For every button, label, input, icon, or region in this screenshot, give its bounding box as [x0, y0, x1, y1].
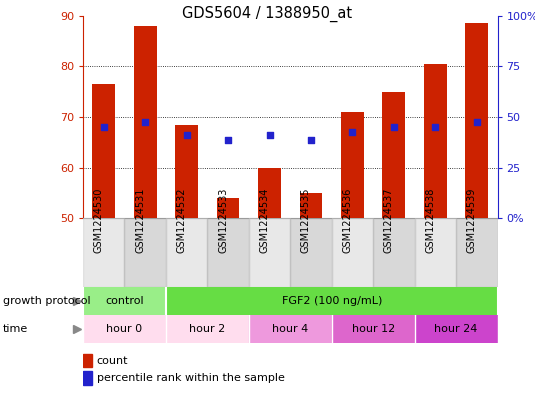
Point [307, 136, 315, 143]
Bar [341, 112, 364, 218]
Point [182, 132, 191, 138]
Text: GSM1224530: GSM1224530 [94, 187, 104, 253]
Text: percentile rank within the sample: percentile rank within the sample [97, 373, 285, 383]
Bar [291, 218, 332, 287]
Bar [300, 193, 323, 218]
Text: hour 24: hour 24 [434, 324, 478, 334]
Text: GSM1224538: GSM1224538 [425, 187, 435, 253]
Bar [83, 315, 166, 343]
Text: FGF2 (100 ng/mL): FGF2 (100 ng/mL) [281, 296, 382, 306]
Text: GSM1224537: GSM1224537 [384, 187, 394, 253]
Bar [208, 218, 249, 287]
Text: GSM1224532: GSM1224532 [177, 187, 187, 253]
Bar [465, 23, 488, 218]
Bar [166, 218, 208, 287]
Text: GDS5604 / 1388950_at: GDS5604 / 1388950_at [182, 6, 353, 22]
Text: GSM1224533: GSM1224533 [218, 187, 228, 253]
Bar [83, 218, 124, 287]
Bar [249, 315, 332, 343]
Bar [424, 64, 447, 218]
Bar [134, 26, 157, 218]
Bar [383, 92, 406, 218]
Text: control: control [105, 296, 144, 306]
Text: hour 4: hour 4 [272, 324, 308, 334]
Bar [166, 315, 249, 343]
Bar [415, 218, 456, 287]
Text: hour 2: hour 2 [189, 324, 225, 334]
Bar [373, 218, 415, 287]
Text: GSM1224536: GSM1224536 [342, 187, 353, 253]
Point [265, 132, 274, 138]
Bar [456, 218, 498, 287]
Text: GSM1224539: GSM1224539 [467, 187, 477, 253]
Bar [332, 315, 415, 343]
Point [100, 124, 108, 130]
Bar [249, 218, 291, 287]
Point [348, 129, 357, 135]
Bar [175, 125, 198, 218]
Bar [217, 198, 240, 218]
Point [472, 119, 481, 125]
Bar [415, 315, 498, 343]
Point [141, 119, 149, 125]
Bar [258, 167, 281, 218]
Bar [124, 218, 166, 287]
Text: growth protocol: growth protocol [3, 296, 90, 306]
Text: GSM1224531: GSM1224531 [135, 187, 145, 253]
Bar [92, 84, 115, 218]
Point [389, 124, 398, 130]
Point [431, 124, 440, 130]
Bar [83, 287, 166, 315]
Text: GSM1224534: GSM1224534 [259, 187, 270, 253]
Text: hour 0: hour 0 [106, 324, 142, 334]
Text: hour 12: hour 12 [351, 324, 395, 334]
Bar [166, 287, 498, 315]
Point [224, 136, 232, 143]
Bar [83, 371, 91, 385]
Text: time: time [3, 324, 28, 334]
Bar [332, 218, 373, 287]
Text: GSM1224535: GSM1224535 [301, 187, 311, 253]
Text: count: count [97, 356, 128, 365]
Bar [83, 354, 91, 367]
